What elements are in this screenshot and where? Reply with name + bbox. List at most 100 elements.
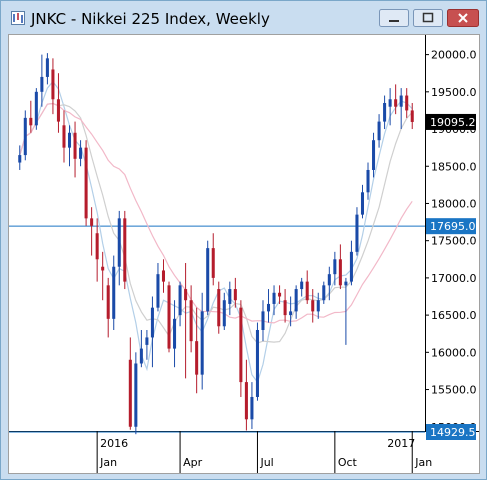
- candle-body: [156, 274, 160, 308]
- candle-body: [289, 311, 293, 316]
- candle-body: [338, 259, 342, 286]
- candle: [349, 240, 353, 286]
- candle-body: [34, 91, 38, 126]
- candle-body: [266, 303, 271, 312]
- candle-body: [217, 289, 221, 327]
- candle: [377, 114, 381, 148]
- chart-client-area[interactable]: 20000.019500.019000.018500.018000.017500…: [8, 34, 480, 474]
- candle-body: [222, 300, 226, 327]
- candle: [73, 121, 77, 178]
- candle-body: [278, 292, 282, 297]
- candle: [23, 110, 27, 161]
- candle-body: [300, 281, 304, 290]
- candle-body: [29, 117, 33, 126]
- candle-body: [195, 341, 199, 375]
- candle: [84, 140, 88, 226]
- candle-body: [333, 259, 337, 275]
- candle: [56, 73, 60, 133]
- candle: [344, 277, 348, 345]
- candle: [322, 281, 326, 304]
- candle-body: [139, 348, 143, 364]
- candle-body: [178, 285, 182, 316]
- candle: [333, 251, 337, 286]
- candle: [311, 289, 315, 323]
- candle-body: [112, 266, 116, 319]
- y-tick-label: 16500.0: [431, 309, 477, 322]
- title-bar[interactable]: JNKC - Nikkei 225 Index, Weekly: [1, 1, 486, 35]
- candle-body: [40, 76, 44, 92]
- candle: [206, 240, 210, 316]
- candle-body: [294, 289, 298, 312]
- x-tick-label: Jan: [414, 456, 432, 469]
- candle: [200, 292, 204, 390]
- candle-body: [45, 58, 49, 77]
- maximize-icon: [422, 12, 434, 23]
- close-icon: [458, 13, 468, 23]
- candle: [161, 259, 166, 293]
- candle-body: [18, 155, 22, 163]
- candle: [106, 277, 110, 338]
- candle: [261, 300, 265, 342]
- candle: [112, 255, 116, 330]
- candle: [233, 277, 237, 308]
- candle-body: [366, 169, 370, 193]
- y-tick-label: 15500.0: [431, 384, 477, 397]
- candle: [217, 281, 221, 334]
- candle: [62, 110, 66, 163]
- candle: [167, 281, 171, 353]
- candle-body: [228, 289, 232, 304]
- candle: [18, 145, 22, 170]
- x-tick-label: Jul: [259, 456, 273, 469]
- candle-body: [233, 289, 237, 301]
- minimize-icon: [389, 20, 399, 22]
- candle-body: [261, 311, 265, 330]
- candle-body: [189, 300, 193, 342]
- candle-body: [200, 311, 204, 375]
- candle-body: [311, 300, 315, 312]
- candle: [228, 281, 232, 316]
- candle-body: [56, 99, 60, 122]
- candle-body: [372, 140, 376, 170]
- candle: [338, 244, 342, 290]
- candle: [195, 307, 199, 394]
- candle-body: [67, 132, 72, 148]
- candle: [250, 382, 254, 429]
- candlestick-chart[interactable]: 20000.019500.019000.018500.018000.017500…: [9, 35, 479, 473]
- candle: [266, 289, 271, 323]
- y-tick-label: 17500.0: [431, 235, 477, 248]
- candle-body: [101, 266, 105, 271]
- candle: [239, 300, 243, 397]
- candle: [244, 359, 248, 431]
- candle: [40, 54, 44, 107]
- candle-body: [73, 132, 77, 159]
- candle: [316, 292, 320, 319]
- candle-body: [349, 251, 353, 282]
- candle: [289, 296, 293, 327]
- maximize-button[interactable]: [413, 9, 443, 27]
- candle: [79, 140, 83, 167]
- candle: [123, 210, 127, 290]
- candle-body: [173, 318, 177, 349]
- candle: [388, 88, 392, 126]
- y-tick-label: 19500.0: [431, 86, 477, 99]
- candle: [51, 58, 55, 115]
- candle-body: [383, 102, 387, 122]
- candle-body: [211, 248, 215, 278]
- candle: [189, 285, 193, 353]
- y-tick-label: 18000.0: [431, 197, 477, 210]
- candle-body: [117, 218, 121, 267]
- close-button[interactable]: [447, 9, 479, 27]
- candle-body: [161, 270, 166, 282]
- candle: [90, 207, 94, 256]
- candle: [394, 84, 398, 115]
- candle: [360, 184, 365, 219]
- candle: [145, 329, 149, 360]
- minimize-button[interactable]: [379, 9, 409, 27]
- candle: [272, 285, 276, 316]
- candle-body: [150, 307, 154, 338]
- candle-body: [123, 218, 127, 282]
- candle: [327, 266, 331, 301]
- candle: [128, 337, 132, 430]
- candle-body: [95, 233, 99, 260]
- candle: [355, 207, 359, 256]
